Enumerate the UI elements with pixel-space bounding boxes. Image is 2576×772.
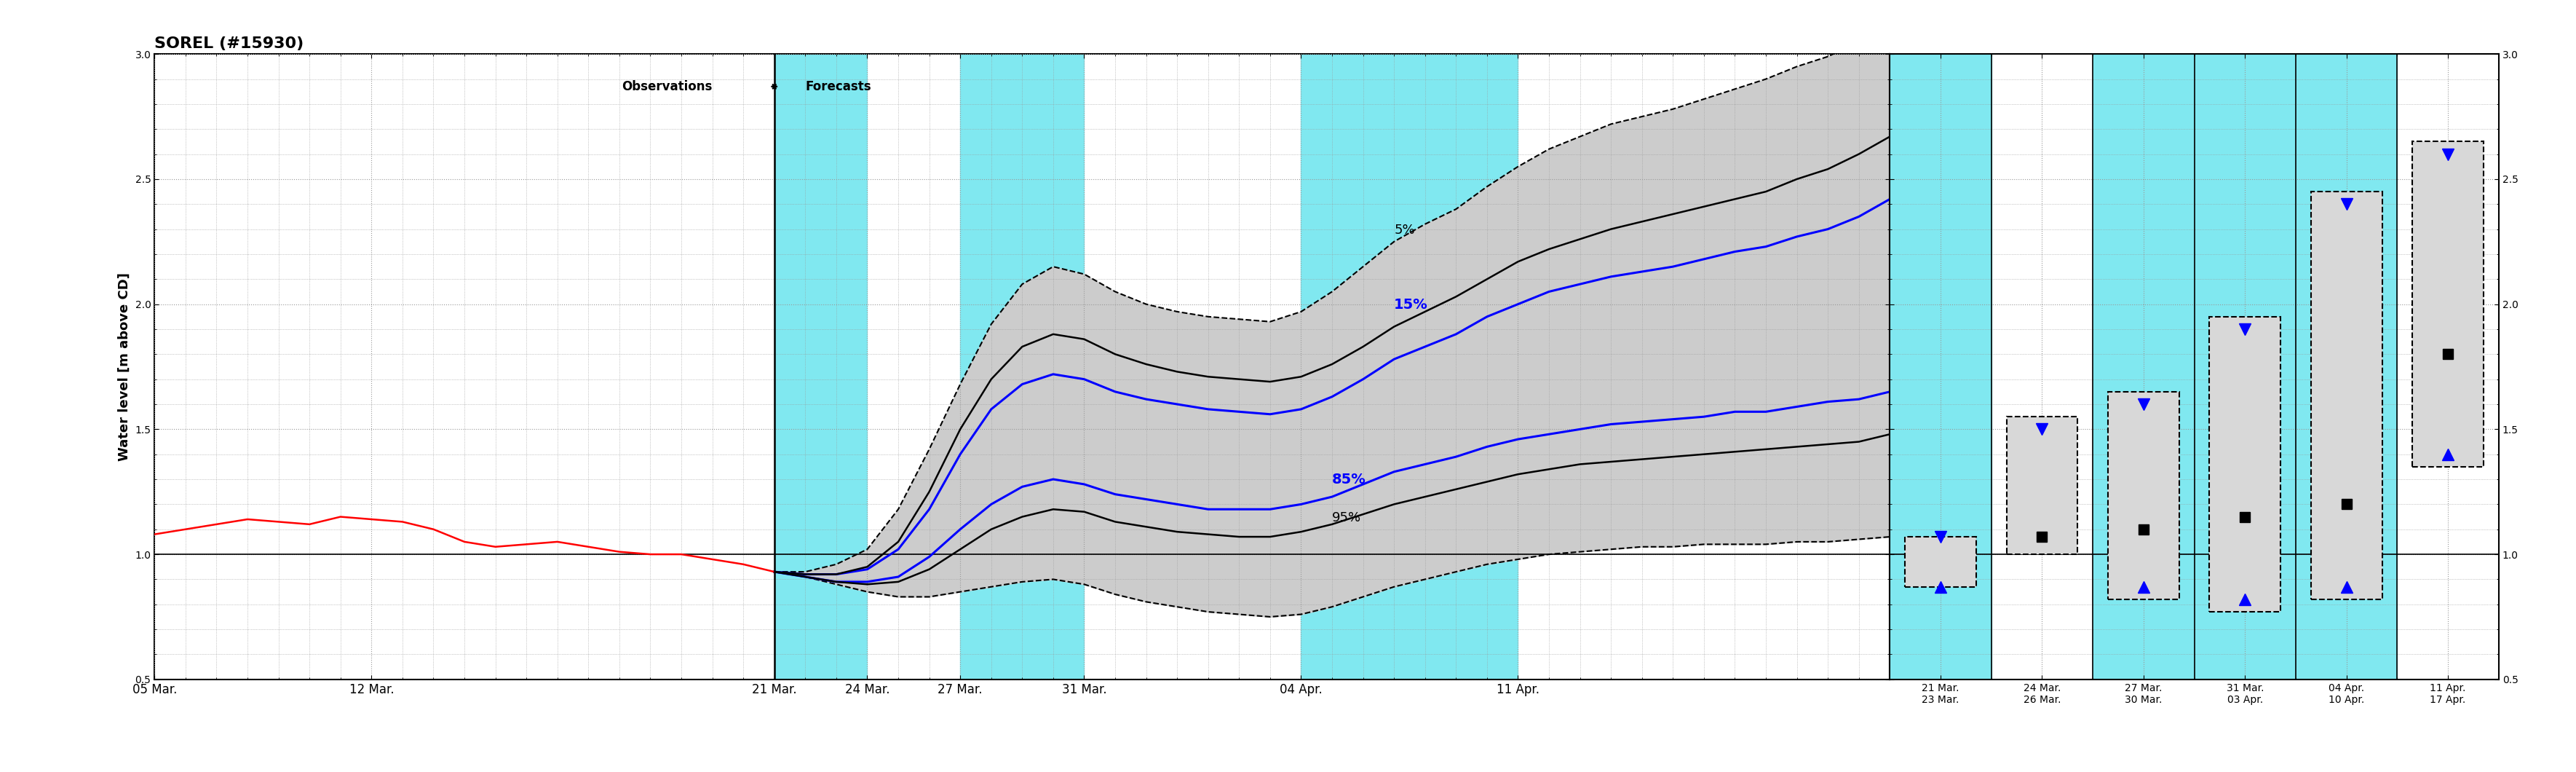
Text: 95%: 95% [1332, 511, 1360, 524]
Text: 15%: 15% [1394, 298, 1427, 312]
Y-axis label: Water level [m above CD]: Water level [m above CD] [118, 273, 131, 461]
Text: Forecasts: Forecasts [806, 80, 871, 93]
Bar [2295, 54, 2398, 679]
Text: 85%: 85% [1332, 473, 1365, 487]
Bar [2195, 54, 2295, 679]
FancyBboxPatch shape [2311, 191, 2383, 599]
Bar [1891, 54, 1991, 679]
Bar [775, 54, 868, 679]
FancyBboxPatch shape [2210, 317, 2280, 612]
Bar [1301, 54, 1517, 679]
Text: Observations: Observations [621, 80, 714, 93]
Text: SOREL (#15930): SOREL (#15930) [155, 36, 304, 51]
FancyBboxPatch shape [1906, 537, 1976, 587]
Text: 5%: 5% [1394, 224, 1414, 237]
FancyBboxPatch shape [2007, 417, 2079, 554]
FancyBboxPatch shape [2414, 141, 2483, 467]
Bar [2092, 54, 2195, 679]
FancyBboxPatch shape [2107, 391, 2179, 599]
Bar [961, 54, 1084, 679]
